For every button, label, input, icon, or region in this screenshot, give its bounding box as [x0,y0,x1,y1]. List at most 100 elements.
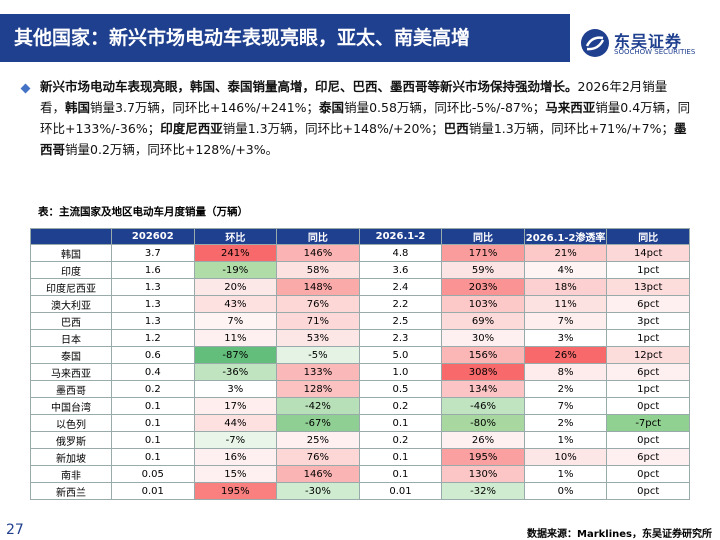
country-cell: 南非 [30,465,112,483]
value-cell: 1pct [606,261,690,279]
bold-text: 新兴市场电动车表现亮眼，韩国、泰国销量高增，印尼、巴西、墨西哥等新兴市场保持强劲… [40,79,578,94]
value-cell: 5.0 [358,346,443,364]
header-cell: 2026.1-2 [358,228,443,245]
country-cell: 马来西亚 [30,363,112,381]
bold-text: 印度尼西亚 [160,121,223,136]
value-cell: 0.1 [111,414,195,432]
value-cell: 1.0 [358,363,443,381]
header-cell: 环比 [193,228,278,245]
value-cell: 0.6 [111,346,195,364]
page-number: 27 [6,522,24,538]
country-cell: 中国台湾 [30,397,112,415]
value-cell: 0% [523,482,608,500]
value-cell: 6pct [606,363,690,381]
bullet-icon [20,83,31,94]
value-cell: 0.01 [111,482,195,500]
value-cell: 6pct [606,295,690,313]
value-cell: 130% [441,465,525,483]
value-cell: 1.3 [111,312,195,330]
value-cell: 2.3 [358,329,443,347]
country-cell: 墨西哥 [30,380,112,398]
value-cell: 0pct [606,397,690,415]
value-cell: -87% [193,346,278,364]
text: 销量1.3万辆，同环比+148%/+20%； [222,121,444,136]
country-cell: 印度尼西亚 [30,278,112,296]
value-cell: 21% [523,244,608,262]
value-cell: 15% [193,465,278,483]
value-cell: 13pct [606,278,690,296]
value-cell: 0.1 [358,448,443,466]
text: 销量3.7万辆，同环比+146%/+241%； [90,100,320,115]
value-cell: 0.4 [111,363,195,381]
value-cell: 8% [523,363,608,381]
value-cell: -7% [193,431,278,449]
country-cell: 泰国 [30,346,112,364]
value-cell: 146% [276,465,360,483]
bullet-text: 新兴市场电动车表现亮眼，韩国、泰国销量高增，印尼、巴西、墨西哥等新兴市场保持强劲… [40,76,692,160]
logo-icon [581,29,609,57]
value-cell: 76% [276,295,360,313]
text: 2026年2月销量看， [40,79,668,115]
value-cell: 14pct [606,244,690,262]
value-cell: 0.05 [111,465,195,483]
value-cell: 0.01 [358,482,443,500]
table-row: 俄罗斯 0.1 -7% 25% 0.2 26% 1% 0pct [30,431,690,449]
table-row: 印度尼西亚 1.3 20% 148% 2.4 203% 18% 13pct [30,278,690,296]
value-cell: 4.8 [358,244,443,262]
value-cell: 146% [276,244,360,262]
value-cell: 12pct [606,346,690,364]
value-cell: 128% [276,380,360,398]
value-cell: 71% [276,312,360,330]
value-cell: 0pct [606,482,690,500]
value-cell: -30% [276,482,360,500]
value-cell: 0.1 [358,465,443,483]
bold-text: 马来西亚 [545,100,596,115]
table-caption: 表：主流国家及地区电动车月度销量（万辆） [38,206,248,218]
value-cell: -19% [193,261,278,279]
header-cell: 同比 [606,228,690,245]
country-cell: 新加坡 [30,448,112,466]
table-row: 印度 1.6 -19% 58% 3.6 59% 4% 1pct [30,261,690,279]
value-cell: 7% [523,312,608,330]
value-cell: 0.1 [358,414,443,432]
value-cell: 134% [441,380,525,398]
logo: 东吴证券 SOOCHOW SECURITIES [580,26,715,60]
bold-text: 泰国 [319,100,345,115]
table-row: 日本 1.2 11% 53% 2.3 30% 3% 1pct [30,329,690,347]
value-cell: 308% [441,363,525,381]
value-cell: -42% [276,397,360,415]
country-cell: 巴西 [30,312,112,330]
header-cell: 同比 [441,228,525,245]
table-row: 墨西哥 0.2 3% 128% 0.5 134% 2% 1pct [30,380,690,398]
value-cell: 103% [441,295,525,313]
value-cell: 43% [193,295,278,313]
value-cell: 10% [523,448,608,466]
value-cell: 1.3 [111,295,195,313]
value-cell: 1pct [606,380,690,398]
value-cell: 25% [276,431,360,449]
value-cell: 171% [441,244,525,262]
value-cell: 11% [523,295,608,313]
value-cell: 53% [276,329,360,347]
source-note: 数据来源：Marklines，东吴证券研究所 [527,529,712,540]
bold-text: 韩国 [65,100,91,115]
sales-table: 202602 环比 同比 2026.1-2 同比 2026.1-2渗透率 同比 韩国 3.7 24… [30,228,690,500]
header-row: 202602 环比 同比 2026.1-2 同比 2026.1-2渗透率 同比 [30,228,690,245]
value-cell: 16% [193,448,278,466]
value-cell: 3.7 [111,244,195,262]
value-cell: 0.1 [111,431,195,449]
value-cell: 0.1 [111,397,195,415]
text: 销量0.2万辆，同环比+128%/+3%。 [65,142,279,157]
logo-name: 东吴证券 [614,32,683,51]
value-cell: 18% [523,278,608,296]
country-cell: 澳大利亚 [30,295,112,313]
value-cell: 3.6 [358,261,443,279]
text: 销量1.3万辆，同环比+71%/+7%； [468,121,674,136]
value-cell: 2.4 [358,278,443,296]
value-cell: 4% [523,261,608,279]
value-cell: 1.6 [111,261,195,279]
header-cell [30,228,112,245]
value-cell: 7% [523,397,608,415]
value-cell: 2% [523,414,608,432]
